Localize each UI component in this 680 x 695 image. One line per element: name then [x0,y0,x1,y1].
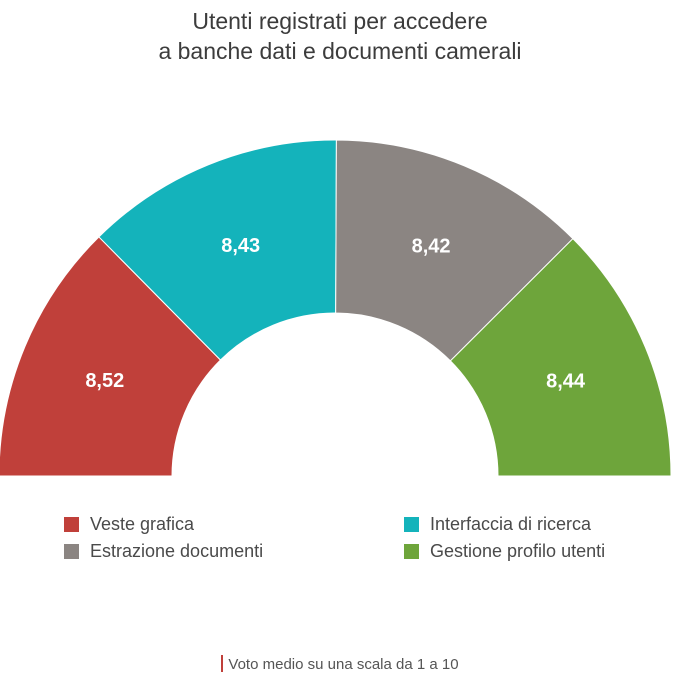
data-label-veste-grafica: 8,52 [85,370,124,392]
slice-gestione-profilo-utenti [449,237,672,477]
chart-data-labels: 8,52 8,43 8,42 8,44 [85,235,586,393]
data-label-estrazione-documenti: 8,42 [412,236,451,258]
footnote-text: Voto medio su una scala da 1 a 10 [228,656,459,673]
chart-slices [0,139,672,477]
chart-title-line-2: a banche dati e documenti camerali [158,38,522,64]
slice-interfaccia-di-ricerca [98,139,337,361]
footnote-marker [221,655,224,672]
data-label-interfaccia-di-ricerca: 8,43 [221,235,260,257]
chart-title-line-1: Utenti registrati per accedere [192,8,488,34]
footnote: Voto medio su una scala da 1 a 10 [0,655,680,673]
slice-estrazione-documenti [335,139,574,362]
slice-veste-grafica [0,236,222,477]
chart-title: Utenti registrati per accedere a banche … [0,6,680,66]
data-label-gestione-profilo-utenti: 8,44 [546,371,586,393]
